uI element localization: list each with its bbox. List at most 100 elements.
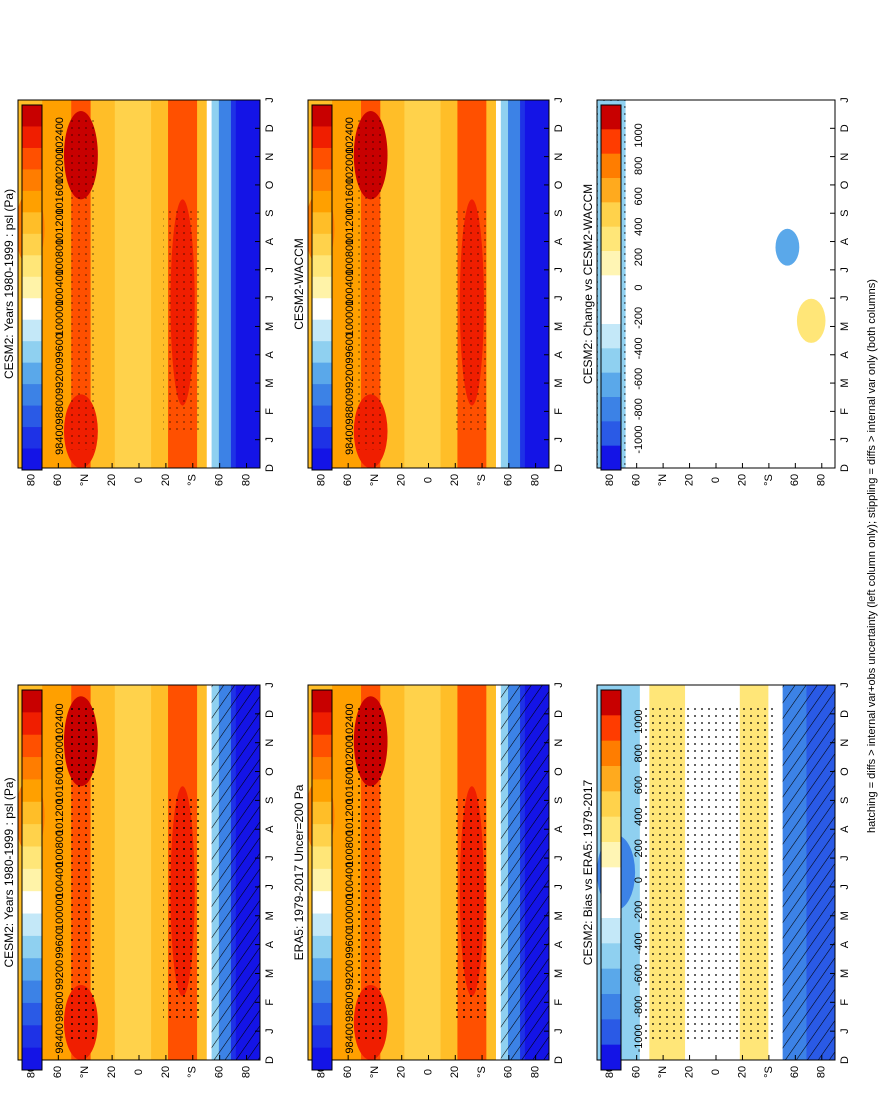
lat-tick-label: °S xyxy=(476,474,488,486)
colorbar-swatch xyxy=(22,801,42,825)
colorbar-label: 100800 xyxy=(54,239,66,276)
colorbar-label: 99600 xyxy=(54,928,66,959)
panel-title: CESM2: Years 1980-1999 : psl (Pa) xyxy=(2,189,16,379)
month-tick-label: D xyxy=(839,464,851,472)
colorbar-swatch xyxy=(601,867,621,894)
month-tick-label: M xyxy=(553,378,565,387)
colorbar-label: -400 xyxy=(633,932,645,954)
month-tick-label: J xyxy=(839,1028,851,1034)
colorbar-label: 98400 xyxy=(54,1023,66,1054)
heatmap-panel-0: 80 60 °N 20 0 20 °S 60 80 D J F M A M J J A S O N D J CESM2: Ye… xyxy=(2,682,276,1078)
month-tick-label: J xyxy=(264,682,276,688)
month-tick-label: M xyxy=(264,322,276,331)
colorbar-label: 98800 xyxy=(54,394,66,425)
lat-tick-label: °S xyxy=(763,1066,775,1078)
month-tick-label: N xyxy=(839,739,851,747)
colorbar-swatch xyxy=(312,958,332,982)
colorbar-swatch xyxy=(601,202,621,228)
colorbar-swatch xyxy=(601,397,621,422)
lat-tick-label: 60 xyxy=(52,474,64,486)
colorbar-label: 102000 xyxy=(344,147,356,184)
lat-tick-label: 80 xyxy=(816,1066,828,1078)
month-tick-label: N xyxy=(839,153,851,161)
colorbar-label: 100000 xyxy=(54,300,66,337)
month-tick-label: A xyxy=(264,350,276,358)
lat-tick-label: 20 xyxy=(736,474,748,486)
month-tick-label: J xyxy=(839,682,851,688)
colorbar-swatch xyxy=(22,1025,42,1049)
colorbar-5: 1000 800 600 400 200 0 -200 -400 -600 -800 -1000 xyxy=(600,689,645,1071)
colorbar-swatch xyxy=(601,918,621,944)
month-tick-label: N xyxy=(553,153,565,161)
lat-tick-label: 80 xyxy=(530,1066,542,1078)
colorbar-label: 102400 xyxy=(54,703,66,740)
colorbar-label: 99600 xyxy=(54,333,66,364)
colorbar-label: 101600 xyxy=(344,767,356,804)
colorbar-label: 102400 xyxy=(54,117,66,154)
colorbar-swatch xyxy=(601,178,621,203)
colorbar-swatch xyxy=(22,824,42,847)
month-tick-label: M xyxy=(839,911,851,920)
stippling xyxy=(163,797,200,1023)
stippling xyxy=(66,703,96,1042)
month-tick-label: M xyxy=(264,969,276,978)
colorbar-label: 200 xyxy=(633,248,645,266)
colorbar-label: -800 xyxy=(633,398,645,420)
colorbar-label: 100800 xyxy=(54,830,66,867)
lat-tick-label: 60 xyxy=(789,1066,801,1078)
heatmap-panel-3: 80 60 °N 20 0 20 °S 60 80 D J F M A M J J A S O N D J CESM2-WAC… xyxy=(292,97,565,486)
colorbar-frame xyxy=(311,689,333,1071)
colorbar-label: -400 xyxy=(633,337,645,359)
month-tick-label: S xyxy=(264,797,276,804)
colorbar-swatch xyxy=(312,233,332,256)
colorbar-swatch xyxy=(601,324,621,349)
colorbar-1: 1024001020001016001012001008001004001000… xyxy=(21,689,66,1071)
month-tick-label: A xyxy=(553,825,565,833)
colorbar-swatch xyxy=(312,690,332,713)
colorbar-label: 101600 xyxy=(344,178,356,215)
month-tick-label: F xyxy=(553,408,565,415)
hatching xyxy=(211,685,260,1060)
lat-tick-label: 80 xyxy=(25,474,37,486)
colorbar-swatch xyxy=(312,1047,332,1071)
month-tick-label: D xyxy=(553,1056,565,1064)
month-tick-label: J xyxy=(839,884,851,890)
lat-tick-label: 20 xyxy=(683,474,695,486)
month-tick-label: S xyxy=(839,210,851,217)
colorbar-swatch xyxy=(312,105,332,127)
month-tick-label: A xyxy=(839,237,851,245)
lat-band xyxy=(495,100,502,468)
month-tick-label: A xyxy=(553,350,565,358)
lat-tick-label: 20 xyxy=(396,474,408,486)
colorbar-swatch xyxy=(601,1019,621,1046)
colorbar-swatch xyxy=(312,1002,332,1026)
lat-tick-label: °N xyxy=(657,1066,669,1078)
month-tick-label: J xyxy=(553,1028,565,1034)
colorbar-swatch xyxy=(22,212,42,235)
lat-tick-label: °S xyxy=(187,1066,199,1078)
month-tick-label: J xyxy=(553,97,565,103)
month-tick-label: D xyxy=(839,124,851,132)
month-tick-label: M xyxy=(553,322,565,331)
stippling xyxy=(644,703,776,1042)
colorbar-label: 100000 xyxy=(344,893,356,930)
colorbar-swatch xyxy=(22,105,42,127)
colorbar-label: 98400 xyxy=(344,1023,356,1054)
lat-band xyxy=(218,100,232,468)
colorbar-frame xyxy=(311,104,333,471)
colorbar-swatch xyxy=(312,212,332,235)
colorbar-swatch xyxy=(312,734,332,758)
stippling xyxy=(452,797,489,1023)
colorbar-swatch xyxy=(22,690,42,713)
month-tick-label: A xyxy=(553,237,565,245)
stippling xyxy=(356,703,386,1042)
colorbar-swatch xyxy=(312,913,332,937)
colorbar-swatch xyxy=(312,384,332,407)
colorbar-label: 99600 xyxy=(344,333,356,364)
colorbar-label: 101200 xyxy=(344,798,356,835)
panel-title: CESM2-WACCM xyxy=(292,238,306,330)
month-tick-label: S xyxy=(553,210,565,217)
colorbar-swatch xyxy=(601,943,621,970)
